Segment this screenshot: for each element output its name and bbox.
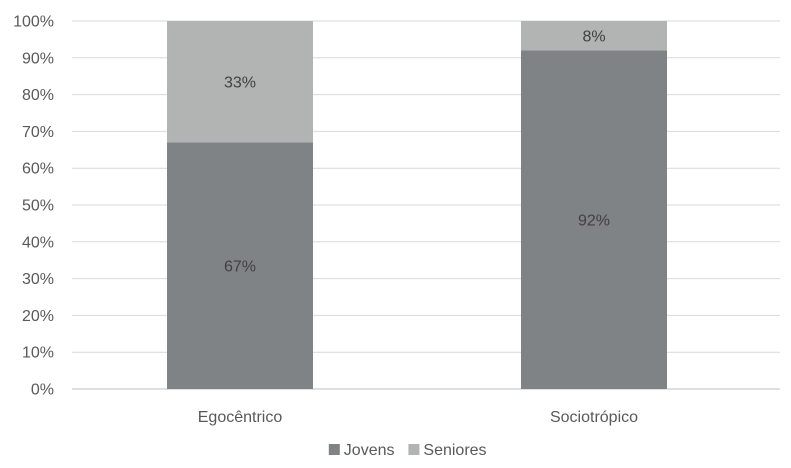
data-label: 8% (582, 29, 605, 46)
y-tick-label: 90% (22, 50, 54, 67)
x-category-label: Sociotrópico (550, 409, 638, 426)
data-labels: 67% 33% 92% 8% (224, 29, 610, 276)
y-tick-label: 50% (22, 198, 54, 215)
data-label: 33% (224, 75, 256, 92)
bar-segment-seniores-2 (521, 21, 667, 51)
y-tick-label: 30% (22, 271, 54, 288)
x-category-label: Egocêntrico (198, 409, 283, 426)
legend-swatch-jovens (328, 444, 340, 455)
y-tick-label: 80% (22, 87, 54, 104)
data-label: 92% (578, 213, 610, 230)
y-tick-label: 70% (22, 124, 54, 141)
y-axis-tick-labels: 0% 10% 20% 30% 40% 50% 60% 70% 80% 90% 100% (13, 14, 54, 399)
legend-label: Jovens (344, 442, 395, 459)
legend-item-jovens: Jovens (328, 442, 395, 459)
y-tick-label: 60% (22, 161, 54, 178)
bar-segment-jovens-1 (167, 142, 313, 389)
data-label: 67% (224, 259, 256, 276)
legend-item-seniores: Seniores (408, 442, 487, 459)
legend: Jovens Seniores (328, 442, 487, 459)
bar-segment-seniores-1 (167, 21, 313, 143)
x-axis-category-labels: Egocêntrico Sociotrópico (198, 409, 638, 426)
bars (167, 21, 667, 389)
y-tick-label: 10% (22, 345, 54, 362)
legend-swatch-seniores (408, 444, 420, 455)
y-tick-label: 20% (22, 308, 54, 325)
y-tick-label: 100% (13, 14, 54, 31)
bar-segment-jovens-2 (521, 50, 667, 389)
y-tick-label: 40% (22, 234, 54, 251)
legend-label: Seniores (423, 442, 486, 459)
y-tick-label: 0% (31, 382, 54, 399)
